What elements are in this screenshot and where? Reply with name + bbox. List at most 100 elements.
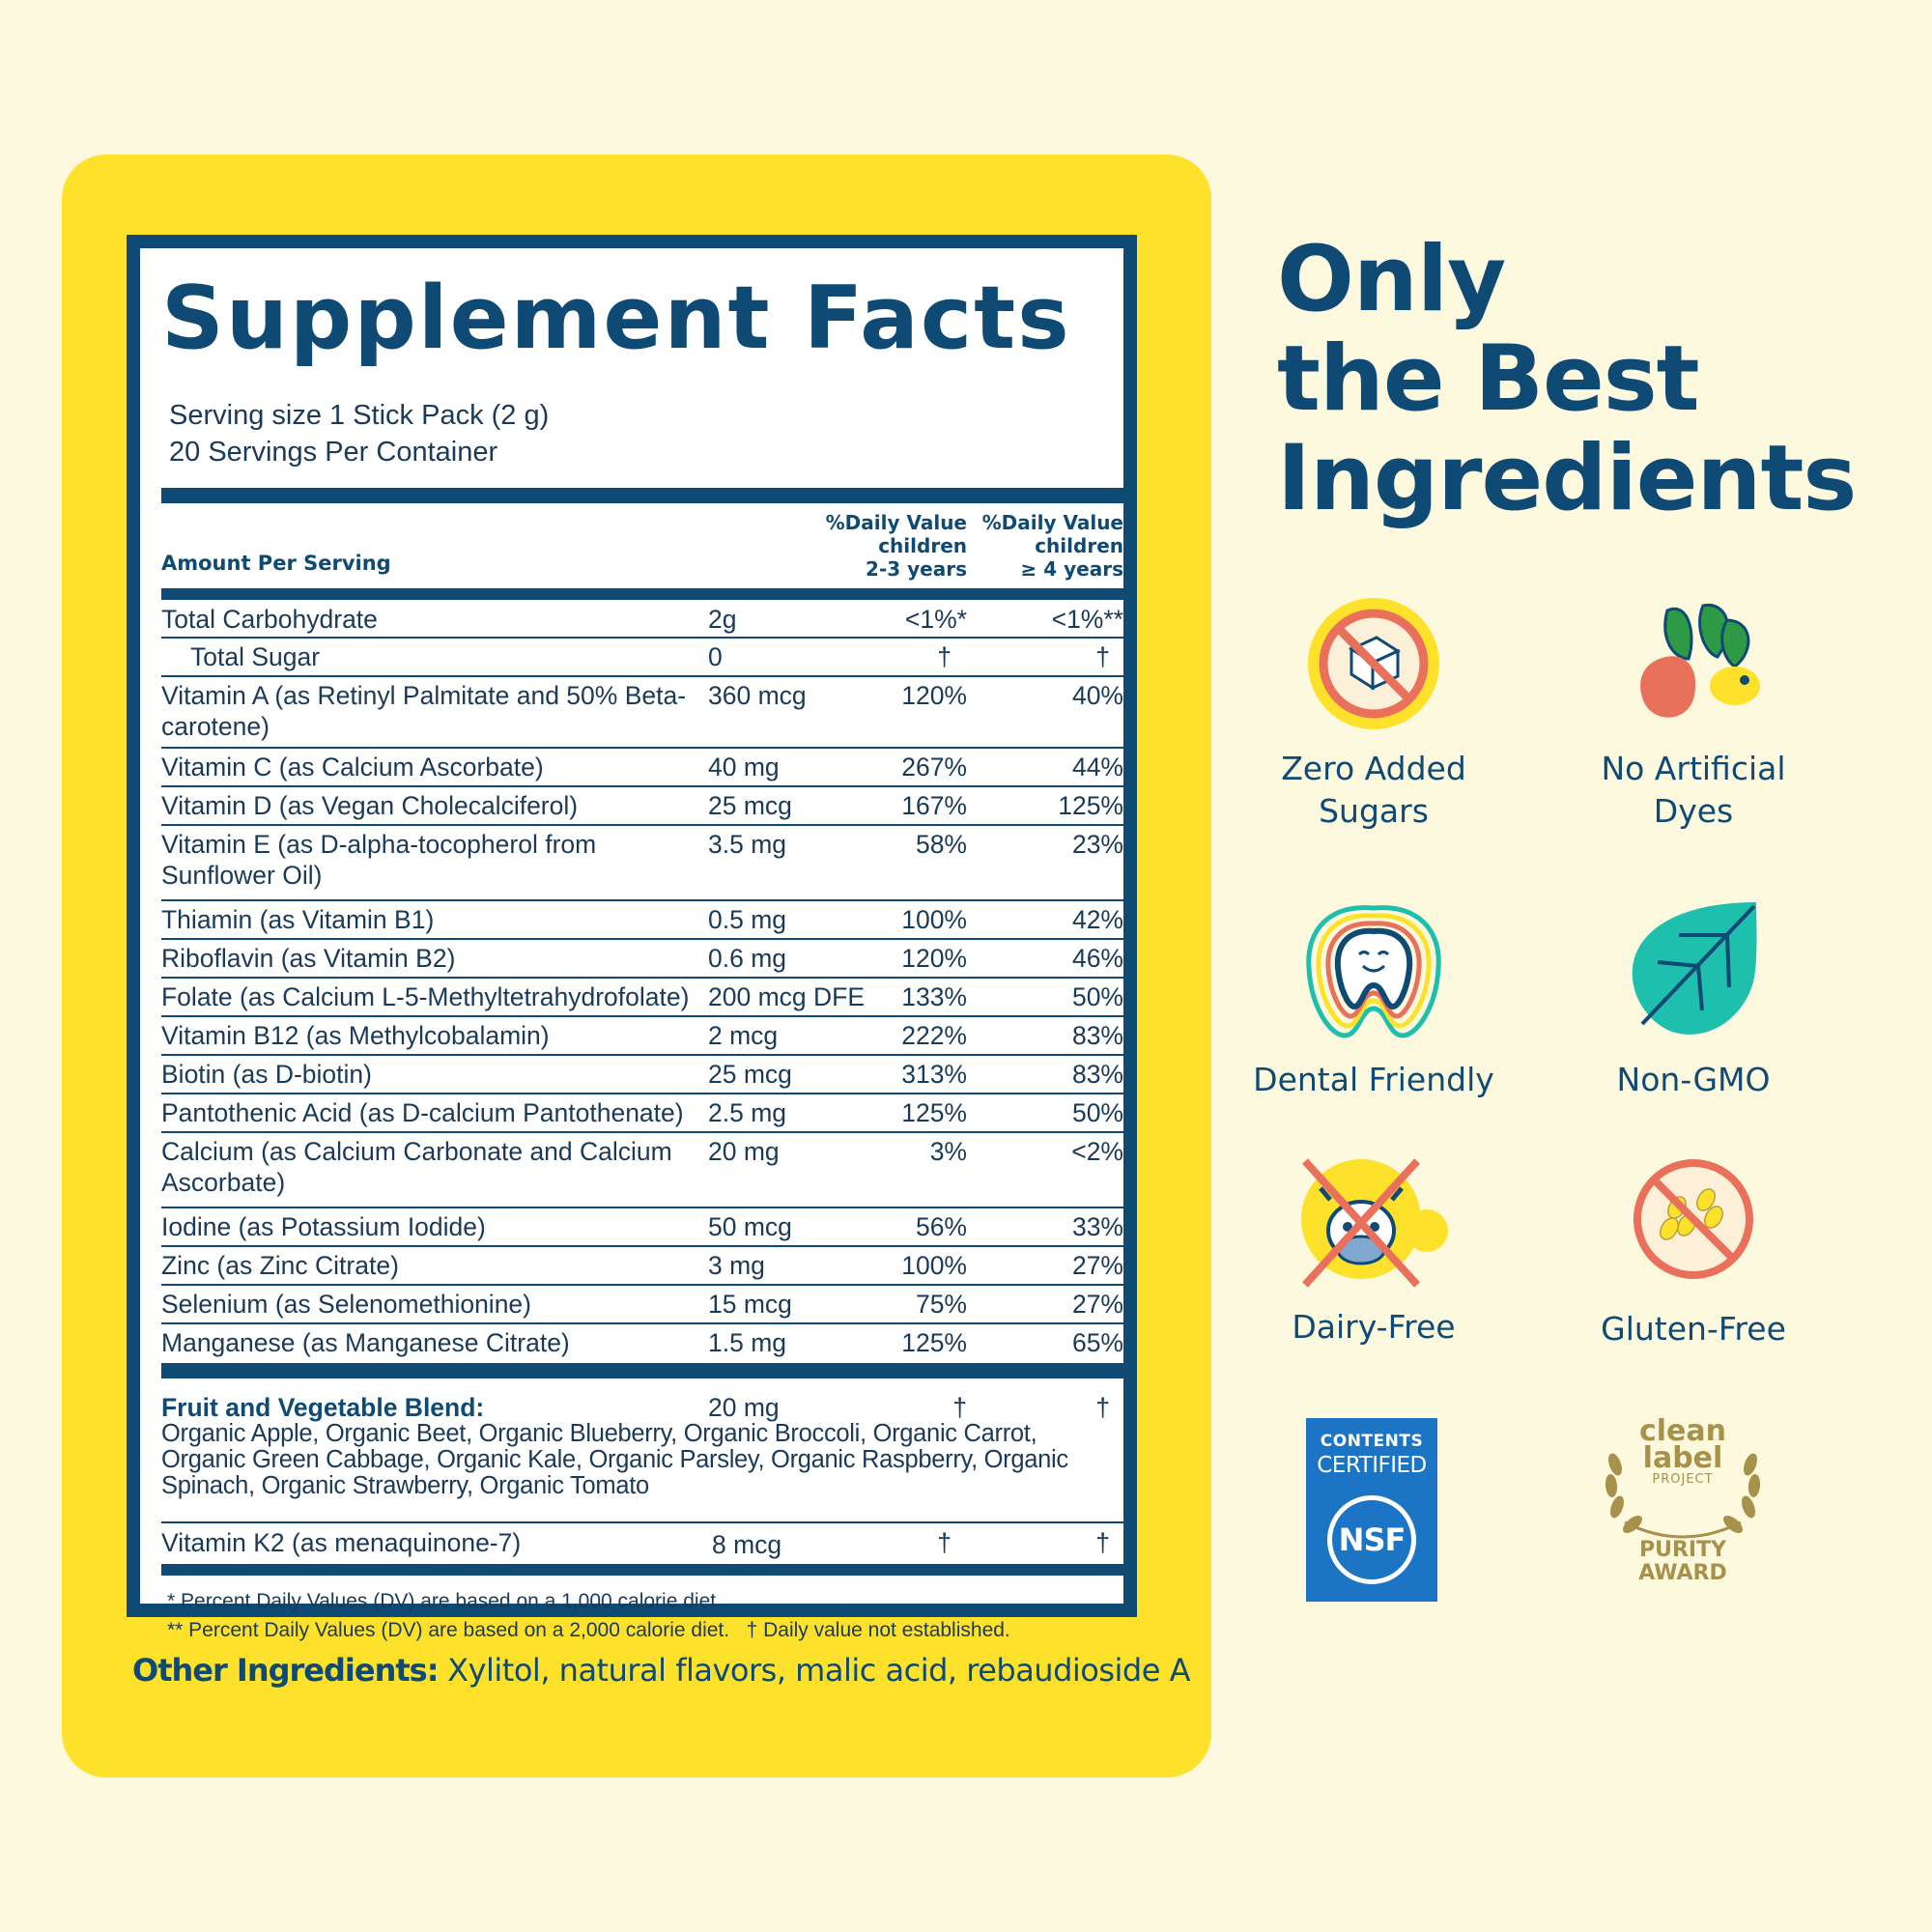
nutrient-dv-2-3-years: <1%* <box>905 604 967 635</box>
nutrient-row: Total Carbohydrate 2g <1%* <1%** <box>161 600 1123 639</box>
blend-ingredients: Organic Apple, Organic Beet, Organic Blu… <box>161 1421 1108 1499</box>
nutrient-dv-2-3-years: 125% <box>901 1097 967 1128</box>
nutrient-rows: Total Carbohydrate 2g <1%* <1%** Total Sugar… <box>161 600 1123 1363</box>
nutrient-name: Total Carbohydrate <box>161 604 702 635</box>
nutrient-name: Iodine (as Potassium Iodide) <box>161 1211 702 1242</box>
nutrient-name: Biotin (as D-biotin) <box>161 1059 702 1090</box>
blend-dv1: † <box>952 1392 967 1423</box>
nutrient-row: Folate (as Calcium L-5-Methyltetrahydrof… <box>161 979 1123 1017</box>
nutrient-row: Zinc (as Zinc Citrate) 3 mg 100% 27% <box>161 1247 1123 1286</box>
tooth-icon <box>1301 900 1446 1045</box>
nsf-circle-icon: NSF <box>1327 1495 1416 1584</box>
no-dairy-icon <box>1292 1151 1456 1296</box>
nutrient-dv-2-3-years: 100% <box>901 1250 967 1281</box>
nutrient-dv-2-3-years: 267% <box>901 752 967 782</box>
badge-no-dyes: No Artificial Dyes <box>1548 591 1838 833</box>
serving-size: Serving size 1 Stick Pack (2 g) <box>169 397 1123 434</box>
no-gluten-icon <box>1621 1151 1766 1296</box>
nutrient-name: Vitamin A (as Retinyl Palmitate and 50% … <box>161 680 702 742</box>
nutrient-dv-4-years: 125% <box>1058 790 1123 821</box>
nutrient-name: Thiamin (as Vitamin B1) <box>161 904 702 935</box>
nutrient-row: Calcium (as Calcium Carbonate and Calciu… <box>161 1133 1123 1208</box>
nsf-certified-logo: CONTENTS CERTIFIED NSF <box>1306 1418 1437 1602</box>
nutrient-dv-2-3-years: 58% <box>916 829 967 860</box>
nutrient-amount: 1.5 mg <box>708 1327 786 1358</box>
badge-dental: Dental Friendly <box>1229 900 1519 1101</box>
nutrient-dv-4-years: 40% <box>1072 680 1123 711</box>
nutrient-dv-4-years: 46% <box>1072 943 1123 974</box>
fruit-vegetable-icon <box>1621 591 1766 736</box>
nutrient-amount: 2.5 mg <box>708 1097 786 1128</box>
nutrient-dv-2-3-years: 167% <box>901 790 967 821</box>
nutrient-row: Vitamin D (as Vegan Cholecalciferol) 25 m… <box>161 787 1123 826</box>
nutrient-row: Pantothenic Acid (as D-calcium Pantothen… <box>161 1094 1123 1133</box>
nutrient-dv-4-years: 33% <box>1072 1211 1123 1242</box>
nutrient-dv-4-years: <2% <box>1071 1136 1123 1167</box>
nutrient-name: Pantothenic Acid (as D-calcium Pantothen… <box>161 1097 702 1128</box>
blend-title: Fruit and Vegetable Blend: <box>161 1392 702 1423</box>
amount-per-serving-label: Amount Per Serving <box>161 552 391 575</box>
nutrient-dv-4-years: 50% <box>1072 1097 1123 1128</box>
nutrient-row: Vitamin C (as Calcium Ascorbate) 40 mg 267… <box>161 749 1123 787</box>
badge-dairy-free: Dairy-Free <box>1229 1151 1519 1349</box>
nutrient-dv-2-3-years: 133% <box>901 981 967 1012</box>
nutrient-dv-2-3-years: 222% <box>901 1020 967 1051</box>
nutrient-row: Vitamin B12 (as Methylcobalamin) 2 mcg 222… <box>161 1017 1123 1056</box>
nutrient-dv-4-years: 83% <box>1072 1059 1123 1090</box>
nutrient-amount: 0.5 mg <box>708 904 786 935</box>
no-sugar-icon <box>1301 591 1446 736</box>
nutrient-dv-4-years: 27% <box>1072 1250 1123 1281</box>
k2-dv2: † <box>1095 1527 1110 1558</box>
nutrient-row: Biotin (as D-biotin) 25 mcg 313% 83% <box>161 1056 1123 1094</box>
nutrient-row: Total Sugar 0 † † <box>161 639 1123 677</box>
other-ingredients-label: Other Ingredients: <box>132 1652 438 1689</box>
k2-row: Vitamin K2 (as menaquinone-7) 8 mcg † † <box>161 1523 1123 1564</box>
nutrient-dv-4-years: 83% <box>1072 1020 1123 1051</box>
nutrient-dv-2-3-years: 100% <box>901 904 967 935</box>
nutrient-amount: 360 mcg <box>708 680 807 711</box>
divider-thick <box>161 588 1123 600</box>
k2-amount: 8 mcg <box>712 1529 781 1560</box>
other-ingredients: Other Ingredients: Xylitol, natural flav… <box>132 1652 1190 1689</box>
servings-per-container: 20 Servings Per Container <box>169 434 1123 470</box>
headline-line-2: the Best <box>1277 329 1856 429</box>
blend-dv2: † <box>1095 1392 1110 1423</box>
nutrient-amount: 2 mcg <box>708 1020 778 1051</box>
nutrient-dv-2-3-years: 56% <box>916 1211 967 1242</box>
nutrient-row: Riboflavin (as Vitamin B2) 0.6 mg 120% 46% <box>161 940 1123 979</box>
badge-non-gmo: Non-GMO <box>1548 900 1838 1101</box>
nutrient-dv-4-years: 44% <box>1072 752 1123 782</box>
nutrient-name: Vitamin B12 (as Methylcobalamin) <box>161 1020 702 1051</box>
nutrient-amount: 20 mg <box>708 1136 780 1167</box>
headline-line-1: Only <box>1277 230 1856 329</box>
divider-thick <box>161 488 1123 503</box>
nutrient-dv-2-3-years: 3% <box>930 1136 967 1167</box>
nutrient-dv-2-3-years: † <box>937 641 952 672</box>
badge-gluten-free: Gluten-Free <box>1548 1151 1838 1350</box>
nutrient-amount: 3.5 mg <box>708 829 786 860</box>
headline-line-3: Ingredients <box>1277 429 1856 528</box>
nutrient-amount: 25 mcg <box>708 790 792 821</box>
nutrient-dv-4-years: 65% <box>1072 1327 1123 1358</box>
blend-amount: 20 mg <box>708 1392 780 1423</box>
k2-dv1: † <box>937 1527 952 1558</box>
nutrient-amount: 3 mg <box>708 1250 765 1281</box>
other-ingredients-value: Xylitol, natural flavors, malic acid, re… <box>438 1652 1190 1689</box>
nutrient-dv-2-3-years: 120% <box>901 943 967 974</box>
divider-thick <box>161 1363 1123 1378</box>
nutrient-name: Zinc (as Zinc Citrate) <box>161 1250 702 1281</box>
nutrient-dv-2-3-years: 75% <box>916 1289 967 1320</box>
nutrient-dv-4-years: 27% <box>1072 1289 1123 1320</box>
nutrient-name: Manganese (as Manganese Citrate) <box>161 1327 702 1358</box>
nutrient-dv-4-years: <1%** <box>1052 604 1123 635</box>
nutrient-dv-2-3-years: 313% <box>901 1059 967 1090</box>
nutrient-name: Total Sugar <box>190 641 731 672</box>
footnote-1: * Percent Daily Values (DV) are based on… <box>167 1587 1123 1616</box>
table-header: Amount Per Serving %Daily Value children… <box>161 503 1123 588</box>
nutrient-name: Riboflavin (as Vitamin B2) <box>161 943 702 974</box>
nutrient-row: Selenium (as Selenomethionine) 15 mcg 75% 2… <box>161 1286 1123 1324</box>
nutrient-name: Vitamin D (as Vegan Cholecalciferol) <box>161 790 702 821</box>
nutrient-amount: 200 mcg DFE <box>708 981 865 1012</box>
nutrient-dv-2-3-years: 125% <box>901 1327 967 1358</box>
nutrient-dv-4-years: † <box>1095 641 1110 672</box>
